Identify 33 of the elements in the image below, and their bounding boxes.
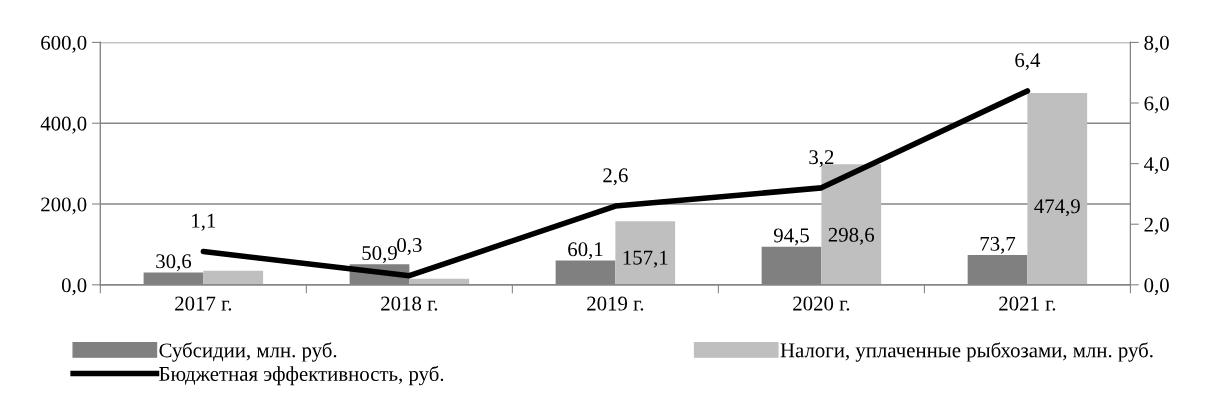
x-tick-label: 2017 г. [175,296,232,311]
data-label: 94,5 [773,228,809,246]
legend-label: Бюджетная эффективность, руб. [159,365,444,386]
data-label: 2,6 [603,168,628,186]
data-label: 474,9 [1034,199,1080,217]
legend-label: Субсидии, млн. руб. [159,342,337,362]
data-label: 1,1 [192,213,216,231]
y2-tick-label: 4,0 [1144,156,1169,175]
data-label: 60,1 [568,242,603,260]
data-label: 30,6 [156,254,192,272]
bar [615,221,676,285]
y2-tick-label: 6,0 [1144,96,1169,114]
data-label: 157,1 [623,250,668,268]
y2-tick-label: 8,0 [1144,35,1169,53]
data-label: 6,4 [1015,53,1041,71]
bar [1027,92,1088,285]
y-tick-label: 200,0 [41,197,87,215]
x-tick-label: 2018 г. [381,296,438,311]
x-tick-label: 2021 г. [999,296,1056,311]
data-label: 298,6 [828,227,875,245]
y-tick-label: 400,0 [40,116,87,134]
bar [203,270,264,285]
x-tick-label: 2020 г. [793,296,850,311]
y-tick-label: 0,0 [61,278,87,296]
y2-tick-label: 2,0 [1144,217,1169,235]
y2-tick-label: 0,0 [1144,278,1169,296]
legend-label: Налоги, уплаченные рыбхозами, млн. руб. [780,342,1153,362]
data-label: 3,2 [809,150,834,168]
data-label: 0,3 [397,237,422,256]
y-tick-label: 600,0 [41,35,87,53]
data-label: 73,7 [980,236,1016,254]
data-label: 50,9 [362,245,397,264]
x-tick-label: 2019 г. [587,296,644,311]
